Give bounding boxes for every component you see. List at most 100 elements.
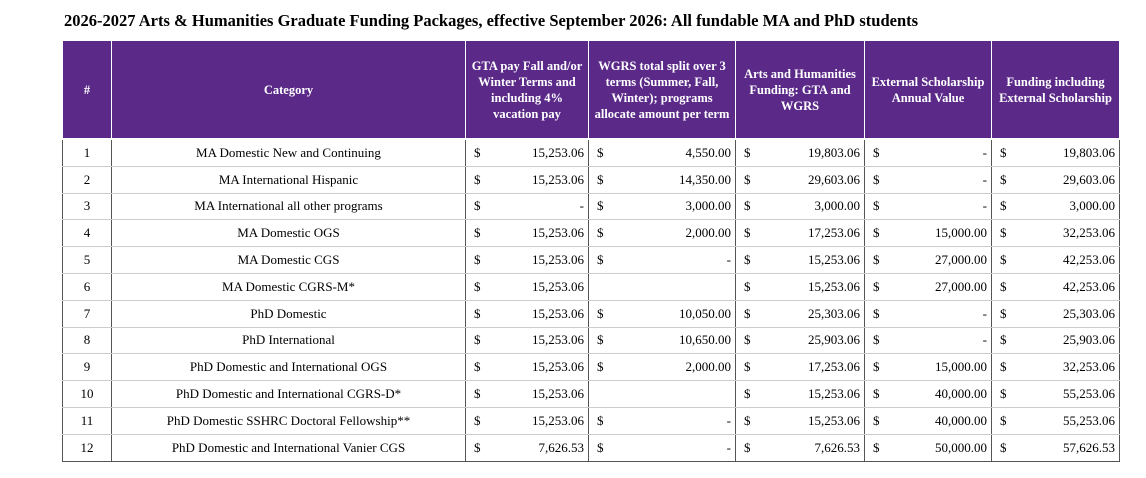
- currency-symbol: $: [597, 225, 604, 241]
- currency-symbol: $: [744, 332, 751, 348]
- category-cell: PhD Domestic and International Vanier CG…: [111, 434, 466, 462]
- money: $25,903.06: [744, 332, 860, 348]
- table-row: 9 PhD Domestic and International OGS $15,2…: [62, 353, 1120, 382]
- amount: 25,303.06: [808, 305, 860, 321]
- amount: 17,253.06: [808, 225, 860, 241]
- currency-symbol: $: [1000, 252, 1007, 268]
- amount: 25,303.06: [1063, 305, 1115, 321]
- amount: 15,253.06: [532, 386, 584, 402]
- amount: -: [982, 305, 987, 321]
- money: $42,253.06: [1000, 252, 1115, 268]
- money: $ -: [597, 252, 731, 268]
- currency-symbol: $: [744, 252, 751, 268]
- money: $ -: [873, 172, 987, 188]
- currency-symbol: $: [744, 439, 751, 455]
- currency-symbol: $: [474, 144, 481, 160]
- amount-cell: $15,253.06: [735, 246, 865, 274]
- amount: 42,253.06: [1063, 252, 1115, 268]
- amount-cell: $7,626.53: [735, 434, 865, 462]
- amount: -: [726, 412, 731, 428]
- amount: 15,253.06: [532, 144, 584, 160]
- currency-symbol: $: [744, 225, 751, 241]
- currency-symbol: $: [1000, 439, 1007, 455]
- currency-symbol: $: [597, 412, 604, 428]
- amount: 4,550.00: [685, 144, 732, 160]
- amount: 50,000.00: [935, 439, 987, 455]
- column-header: Funding including External Scholarship: [991, 40, 1120, 140]
- amount: 3,000.00: [685, 198, 732, 214]
- amount-cell: $10,050.00: [588, 300, 736, 328]
- amount-cell: $32,253.06: [991, 219, 1120, 248]
- currency-symbol: $: [1000, 386, 1007, 402]
- category-cell: PhD Domestic: [111, 300, 466, 328]
- category-cell: MA Domestic OGS: [111, 219, 466, 248]
- amount: 15,000.00: [935, 359, 987, 375]
- money: $17,253.06: [744, 225, 860, 241]
- money: $ -: [873, 145, 987, 161]
- amount-cell: $15,253.06: [735, 407, 865, 435]
- currency-symbol: $: [1000, 144, 1007, 160]
- amount-cell: $17,253.06: [735, 219, 865, 248]
- currency-symbol: $: [597, 252, 604, 268]
- amount: 2,000.00: [685, 359, 732, 375]
- currency-symbol: $: [474, 332, 481, 348]
- money: $40,000.00: [873, 413, 987, 429]
- currency-symbol: $: [474, 305, 481, 321]
- money: $42,253.06: [1000, 279, 1115, 295]
- amount-cell: $15,000.00: [864, 219, 992, 248]
- row-number: 7: [62, 300, 112, 328]
- currency-symbol: $: [597, 332, 604, 348]
- column-header: GTA pay Fall and/or Winter Terms and inc…: [465, 40, 589, 140]
- amount: 40,000.00: [935, 386, 987, 402]
- amount-cell: $25,903.06: [991, 327, 1120, 355]
- money: $ -: [873, 306, 987, 322]
- money: $15,253.06: [474, 306, 584, 322]
- amount: 42,253.06: [1063, 278, 1115, 294]
- currency-symbol: $: [474, 252, 481, 268]
- amount: 15,253.06: [808, 278, 860, 294]
- category-cell: MA Domestic CGRS-M*: [111, 273, 466, 301]
- money: $3,000.00: [744, 198, 860, 214]
- currency-symbol: $: [597, 198, 604, 214]
- row-number: 10: [62, 380, 112, 408]
- money: $25,903.06: [1000, 332, 1115, 348]
- amount: 25,903.06: [1063, 332, 1115, 348]
- money: $15,253.06: [474, 359, 584, 375]
- amount: 7,626.53: [814, 439, 861, 455]
- row-number: 1: [62, 139, 112, 167]
- money: $57,626.53: [1000, 440, 1115, 456]
- amount: 32,253.06: [1063, 225, 1115, 241]
- row-number: 9: [62, 353, 112, 382]
- amount: 25,903.06: [808, 332, 860, 348]
- amount: 19,803.06: [1063, 144, 1115, 160]
- amount-cell: $55,253.06: [991, 380, 1120, 408]
- money: $27,000.00: [873, 252, 987, 268]
- money: $19,803.06: [1000, 145, 1115, 161]
- currency-symbol: $: [744, 386, 751, 402]
- table-row: 10 PhD Domestic and International CGRS-D*…: [62, 380, 1120, 408]
- amount: -: [726, 439, 731, 455]
- currency-symbol: $: [597, 144, 604, 160]
- amount: -: [726, 252, 731, 268]
- currency-symbol: $: [744, 278, 751, 294]
- amount: 55,253.06: [1063, 412, 1115, 428]
- currency-symbol: $: [474, 439, 481, 455]
- table-row: 6 MA Domestic CGRS-M* $15,253.06 $15,253.06…: [62, 273, 1120, 301]
- amount: 10,050.00: [679, 305, 731, 321]
- currency-symbol: $: [1000, 278, 1007, 294]
- money: $55,253.06: [1000, 413, 1115, 429]
- amount: 55,253.06: [1063, 386, 1115, 402]
- column-header: Category: [111, 40, 466, 140]
- money: $32,253.06: [1000, 225, 1115, 241]
- currency-symbol: $: [597, 439, 604, 455]
- amount: 27,000.00: [935, 252, 987, 268]
- table-row: 5 MA Domestic CGS $15,253.06 $ - $15,253.06 $2…: [62, 246, 1120, 274]
- amount-cell: $14,350.00: [588, 166, 736, 194]
- amount-cell: $19,803.06: [735, 139, 865, 167]
- row-number: 12: [62, 434, 112, 462]
- money: $ -: [597, 440, 731, 456]
- row-number: 11: [62, 407, 112, 435]
- amount-cell: $15,253.06: [465, 166, 589, 194]
- amount-cell: $ -: [588, 246, 736, 274]
